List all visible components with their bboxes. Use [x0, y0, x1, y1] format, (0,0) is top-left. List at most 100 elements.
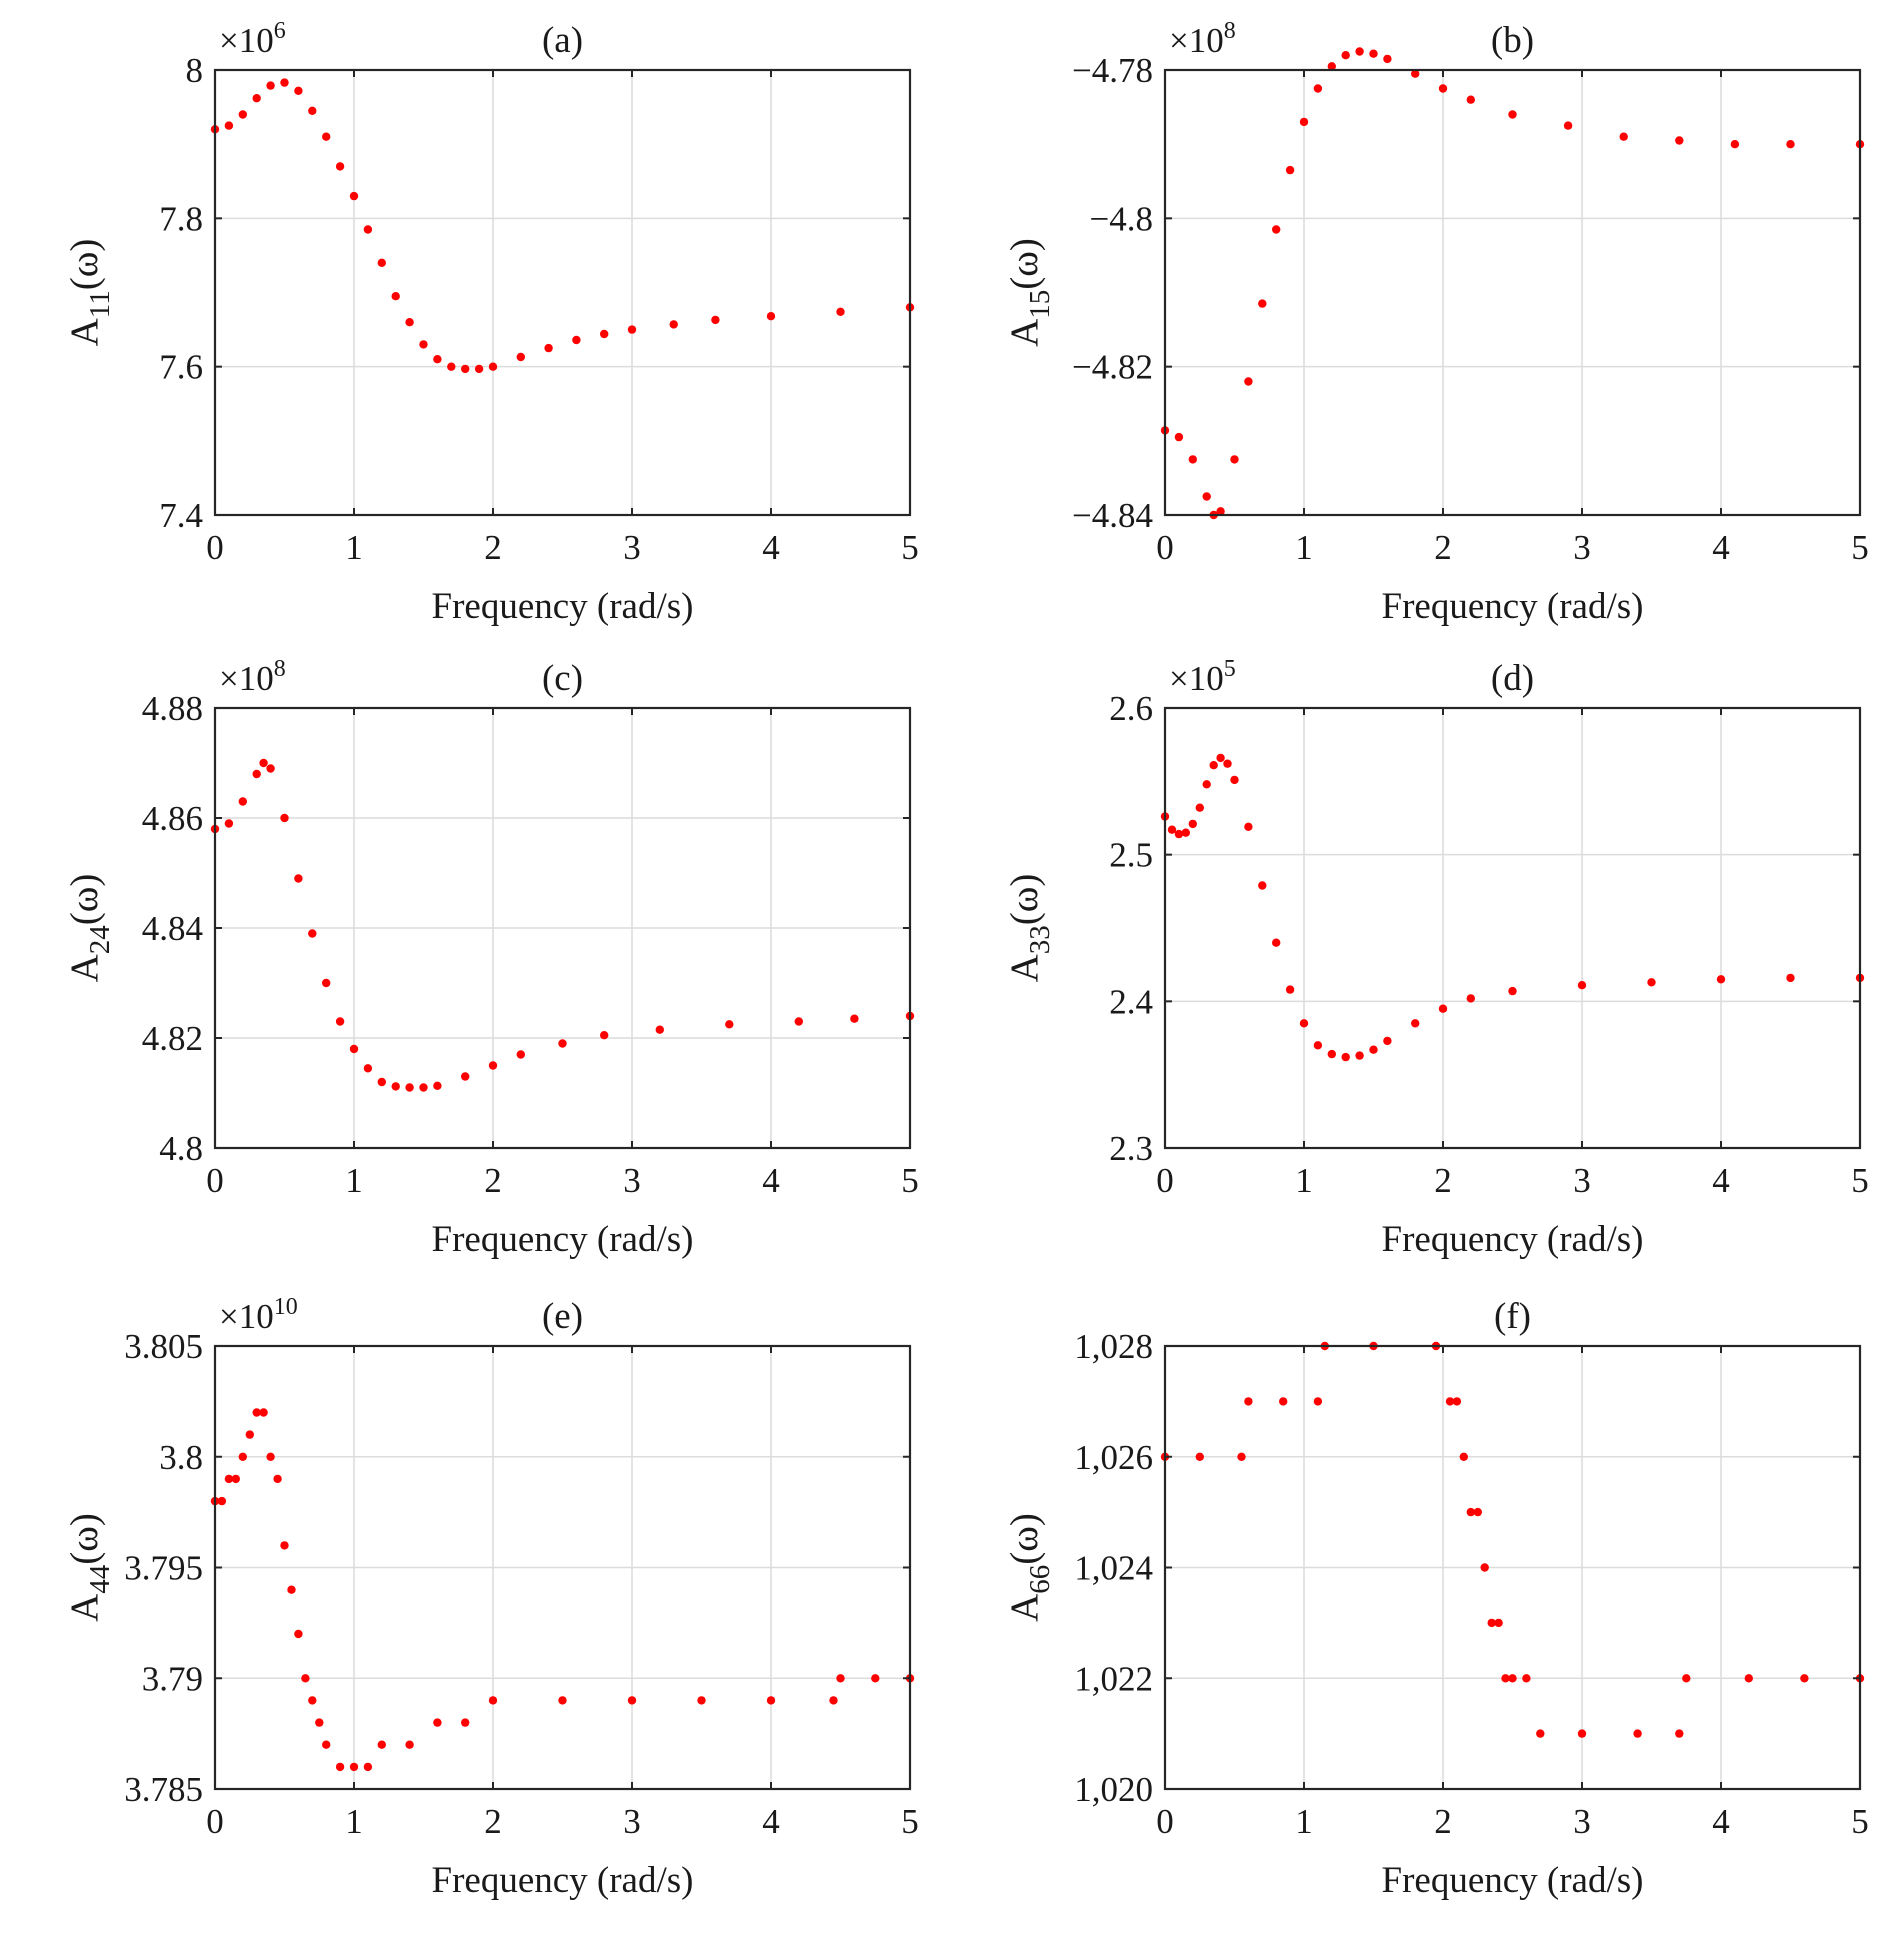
axis-exponent-multiplier: ×108: [1169, 18, 1236, 60]
data-point: [308, 1696, 317, 1705]
data-point: [1786, 973, 1795, 983]
data-point: [488, 362, 498, 371]
data-point: [544, 343, 553, 353]
data-point: [1445, 1397, 1455, 1406]
panel-b: 0 1 2 3 4 5 −4.84 −4.82 −4.8 −4.78 (b) Frequency (r…: [1003, 18, 1869, 627]
y-axis-label: A15(ω): [1003, 238, 1056, 347]
data-point: [322, 132, 331, 141]
x-tick-label: 4: [762, 528, 780, 567]
x-axis-label: Frequency (rad/s): [1382, 586, 1644, 627]
data-point: [335, 1762, 345, 1772]
data-point: [1383, 54, 1392, 64]
data-point: [1647, 978, 1656, 987]
data-point: [266, 81, 275, 90]
data-point: [1466, 1507, 1476, 1517]
data-point: [1299, 117, 1309, 127]
data-point: [1244, 822, 1253, 831]
data-point: [433, 355, 442, 364]
y-tick-label: 2.4: [1109, 982, 1153, 1021]
data-point: [1341, 51, 1350, 60]
data-point: [308, 106, 317, 116]
data-point: [252, 1408, 261, 1417]
data-point: [217, 1496, 227, 1506]
y-tick-label: 4.88: [142, 689, 203, 728]
x-tick-label: 0: [206, 528, 224, 567]
data-point: [1202, 492, 1211, 501]
x-tick-label: 3: [1573, 1161, 1591, 1200]
data-point: [1355, 47, 1364, 56]
x-axis-label: Frequency (rad/s): [432, 586, 694, 627]
x-tick-label: 0: [1156, 528, 1174, 567]
series-A15: [1160, 47, 1865, 520]
x-tick-label: 1: [1295, 1802, 1313, 1841]
x-tick-label: 0: [206, 1161, 224, 1200]
data-point: [461, 364, 470, 374]
data-point: [1216, 753, 1225, 763]
y-axis-label-main: A: [1003, 319, 1046, 347]
data-point: [1355, 1051, 1364, 1060]
data-point: [1675, 1729, 1684, 1738]
data-point: [259, 758, 268, 768]
x-tick-label: 5: [901, 1802, 919, 1841]
exponent-base: ×10: [219, 659, 274, 698]
y-axis-label-suffix: (ω): [1003, 1513, 1046, 1565]
data-point: [766, 1696, 776, 1705]
data-point: [447, 362, 456, 371]
data-point: [377, 1077, 386, 1087]
y-tick-label: 3.79: [142, 1659, 203, 1698]
y-axis-label-suffix: (ω): [1003, 238, 1046, 290]
y-tick-label: 1,022: [1074, 1659, 1153, 1698]
x-axis-label: Frequency (rad/s): [432, 1860, 694, 1901]
x-tick-label: 3: [623, 1802, 641, 1841]
data-point: [1313, 84, 1323, 93]
x-tick-label: 4: [1712, 1161, 1730, 1200]
data-point: [1174, 829, 1184, 839]
y-axis-label-subscript: 24: [84, 925, 116, 955]
data-point: [1438, 84, 1448, 93]
y-tick-label: −4.8: [1090, 199, 1154, 238]
data-point: [1494, 1618, 1503, 1628]
data-point: [516, 352, 525, 362]
data-point: [349, 191, 359, 201]
panel-title: (a): [542, 20, 583, 61]
data-point: [850, 1014, 859, 1023]
x-tick-label: 1: [1295, 1161, 1313, 1200]
exponent-power: 10: [274, 1294, 298, 1320]
x-tick-label: 5: [1851, 1802, 1869, 1841]
data-point: [419, 1083, 428, 1092]
data-point: [1577, 981, 1587, 990]
x-tick-label: 3: [623, 528, 641, 567]
axes-frame: [1163, 706, 1862, 1150]
data-point: [572, 335, 581, 345]
panel-d: 0 1 2 3 4 5 2.3 2.4 2.5 2.6 (d) Frequency (rad/s) A3…: [1003, 656, 1869, 1260]
y-tick-label: 2.5: [1109, 836, 1153, 875]
data-point: [1188, 455, 1198, 464]
x-tick-label: 4: [1712, 528, 1730, 567]
x-tick-label: 5: [1851, 1161, 1869, 1200]
data-point: [315, 1718, 324, 1727]
data-point: [224, 1474, 234, 1484]
exponent-power: 8: [274, 656, 286, 682]
data-point: [1258, 881, 1267, 890]
y-tick-label: 7.4: [159, 496, 203, 535]
data-point: [600, 1031, 609, 1040]
data-point: [308, 929, 317, 938]
panel-f: 0 1 2 3 4 5 1,020 1,022 1,024 1,026 1,028 (f) Freque…: [1003, 1296, 1869, 1901]
y-axis-label-subscript: 33: [1024, 925, 1056, 954]
panel-a: 0 1 2 3 4 5 7.4 7.6 7.8 8 (a) Frequency (rad/s) A11(…: [63, 18, 919, 627]
y-axis-label-main: A: [63, 954, 106, 982]
data-point: [1244, 377, 1253, 386]
series-A24: [210, 758, 915, 1092]
data-point: [231, 1474, 240, 1484]
data-point: [1195, 1452, 1205, 1462]
y-axis-label-subscript: 66: [1024, 1565, 1056, 1594]
data-point: [377, 1740, 386, 1749]
y-tick-label: 1,028: [1074, 1327, 1153, 1366]
data-point: [238, 797, 247, 806]
y-tick-label: 8: [186, 51, 204, 90]
x-axis-label: Frequency (rad/s): [1382, 1219, 1644, 1260]
data-point: [1411, 69, 1420, 78]
data-point: [245, 1430, 254, 1439]
x-axis-label: Frequency (rad/s): [432, 1219, 694, 1260]
